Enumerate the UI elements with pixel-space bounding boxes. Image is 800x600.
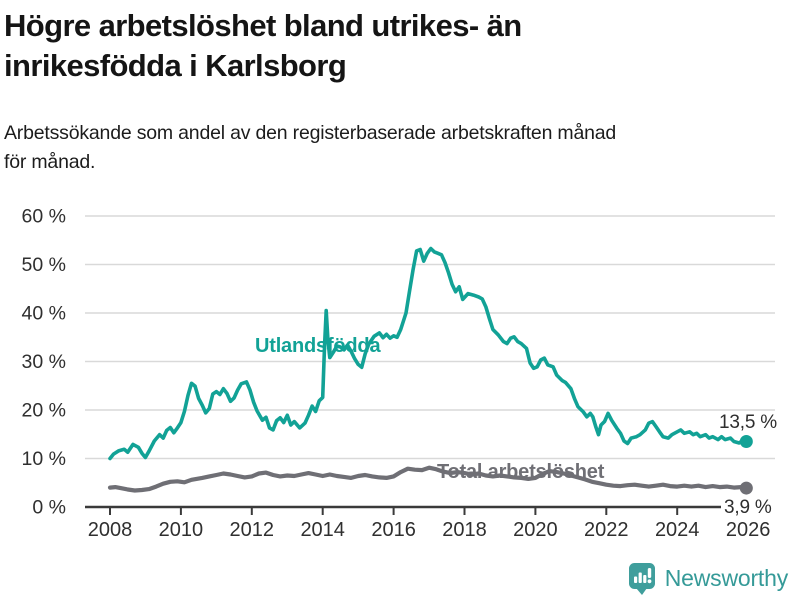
x-tick-label: 2012 <box>230 519 275 541</box>
subtitle-line-1: Arbetssökande som andel av den registerb… <box>4 122 617 144</box>
x-tick-label: 2010 <box>159 519 204 541</box>
y-tick-label: 30 % <box>22 351 66 373</box>
y-tick-label: 20 % <box>22 400 66 422</box>
title-line-1: Högre arbetslöshet bland utrikes- än <box>4 8 522 43</box>
chart-subtitle: Arbetssökande som andel av den registerb… <box>4 119 664 176</box>
y-tick-label: 60 % <box>22 206 66 228</box>
series-label-total-arbetsloshet: Total arbetslöshet <box>437 461 605 483</box>
x-tick-label: 2022 <box>584 519 629 541</box>
x-tick-label: 2020 <box>513 519 558 541</box>
newsworthy-logo: Newsworthy <box>628 561 788 595</box>
end-value-label-total: 3,9 % <box>721 497 775 519</box>
series-line-0 <box>108 246 749 461</box>
end-value-label-utlandsfodda: 13,5 % <box>719 412 777 433</box>
series-label-utlandsfodda: Utlandsfödda <box>255 335 381 357</box>
y-tick-label: 10 % <box>22 448 66 470</box>
y-tick-label: 0 % <box>32 497 66 519</box>
page-title: Högre arbetslöshet bland utrikes- än inr… <box>4 6 644 86</box>
x-tick-label: 2024 <box>655 519 700 541</box>
x-tick-label: 2018 <box>442 519 487 541</box>
series-end-dot-0 <box>739 435 753 449</box>
x-tick-label: 2008 <box>88 519 133 541</box>
y-tick-label: 50 % <box>22 254 66 276</box>
newsworthy-bar-chart-bubble-icon <box>628 562 655 595</box>
title-line-2: inrikesfödda i Karlsborg <box>4 48 347 83</box>
x-tick-label: 2026 <box>726 519 771 541</box>
series-line-1 <box>107 465 749 493</box>
y-tick-label: 40 % <box>22 303 66 325</box>
x-tick-label: 2014 <box>300 519 345 541</box>
x-tick-label: 2016 <box>371 519 416 541</box>
newsworthy-wordmark: Newsworthy <box>664 564 788 591</box>
series-end-dot-1 <box>739 481 753 495</box>
subtitle-line-2: för månad. <box>4 150 96 173</box>
